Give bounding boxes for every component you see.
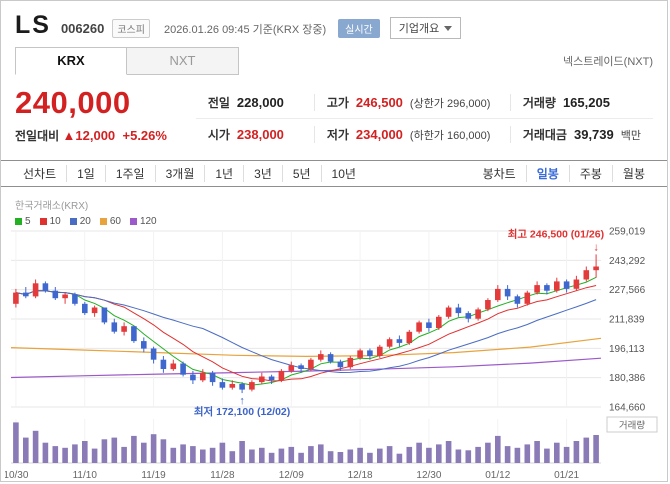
type-monthly[interactable]: 월봉 (611, 165, 655, 182)
ma-60-legend: 60 (99, 216, 121, 227)
period-3years[interactable]: 3년 (243, 165, 282, 182)
ma-120-legend: 120 (129, 216, 157, 227)
trade-value-cell: 거래대금 39,739 백만 (509, 126, 653, 143)
ma120-swatch-icon (129, 218, 137, 225)
quote-datetime: 2026.01.26 09:45 기준(KRX 장중) (163, 23, 327, 36)
volume-cell: 거래량 165,205 (509, 94, 653, 111)
ma-legend: 5 10 20 60 120 (15, 216, 157, 227)
low-price-cell: 저가 234,000 (하한가 160,000) (313, 126, 510, 143)
svg-text:227,566: 227,566 (609, 285, 646, 296)
current-price-block: 240,000 전일대비 ▲12,000 +5.26% (15, 85, 196, 144)
svg-text:12/09: 12/09 (279, 470, 304, 481)
period-1year[interactable]: 1년 (204, 165, 243, 182)
open-price-cell: 시가 238,000 (207, 127, 284, 142)
change-percent: +5.26% (122, 127, 167, 143)
svg-text:180,386: 180,386 (609, 373, 646, 384)
svg-text:11/28: 11/28 (210, 470, 235, 481)
prev-close-cell: 전일 228,000 (207, 95, 284, 110)
chart-area: 한국거래소(KRX) 5 10 20 60 120 259,019 243,292… (5, 195, 663, 481)
ma-20-legend: 20 (69, 216, 91, 227)
period-3months[interactable]: 3개월 (154, 165, 205, 182)
period-5years[interactable]: 5년 (281, 165, 321, 182)
type-weekly[interactable]: 주봉 (568, 165, 612, 182)
svg-text:211,839: 211,839 (609, 315, 645, 326)
chart-period-bar: 선차트 1일 1주일 3개월 1년 3년 5년 10년 봉차트 일봉 주봉 월봉 (1, 160, 667, 187)
tab-krx[interactable]: KRX (15, 47, 127, 75)
high-price-cell: 고가 246,500 (상한가 296,000) (313, 94, 510, 111)
ma60-swatch-icon (99, 218, 107, 225)
svg-text:01/12: 01/12 (485, 470, 510, 481)
svg-text:최저 172,100 (12/02): 최저 172,100 (12/02) (194, 405, 290, 418)
ma20-swatch-icon (69, 218, 77, 225)
svg-text:11/10: 11/10 (73, 470, 98, 481)
header: LS 006260 코스피 2026.01.26 09:45 기준(KRX 장중… (1, 1, 667, 43)
svg-text:거래량: 거래량 (619, 420, 645, 432)
change-label: 전일대비 (15, 128, 60, 143)
svg-text:01/21: 01/21 (554, 470, 579, 481)
period-1week[interactable]: 1주일 (104, 165, 155, 182)
market-badge: 코스피 (112, 18, 150, 38)
svg-text:11/19: 11/19 (141, 470, 166, 481)
realtime-badge: 실시간 (338, 18, 380, 38)
quote-row-1: 전일 228,000 고가 246,500 (상한가 296,000) 거래량 … (196, 87, 653, 118)
caret-down-icon (444, 25, 453, 31)
change-value: ▲12,000 (62, 127, 116, 143)
ma-5-legend: 5 (15, 216, 31, 227)
quote-row-2: 시가 238,000 저가 234,000 (하한가 160,000) 거래대금… (195, 118, 653, 150)
tab-nxt[interactable]: NXT (127, 47, 239, 75)
svg-text:196,113: 196,113 (609, 344, 645, 355)
chart-legend: 한국거래소(KRX) 5 10 20 60 120 (15, 197, 157, 227)
ma5-swatch-icon (15, 218, 22, 225)
svg-text:최고 246,500 (01/26): 최고 246,500 (01/26) (508, 227, 604, 240)
nextrade-link[interactable]: 넥스트레이드(NXT) (562, 56, 653, 68)
chart-type-group: 봉차트 일봉 주봉 월봉 (473, 165, 655, 182)
svg-text:259,019: 259,019 (609, 227, 646, 238)
exchange-label: 한국거래소(KRX) (15, 201, 89, 212)
svg-text:243,292: 243,292 (609, 256, 646, 267)
svg-text:12/18: 12/18 (348, 470, 373, 481)
svg-text:164,660: 164,660 (609, 403, 646, 414)
quote-section: 240,000 전일대비 ▲12,000 +5.26% 전일 228,000 고… (1, 75, 667, 158)
price-change-line: 전일대비 ▲12,000 +5.26% (15, 127, 196, 144)
period-line-chart[interactable]: 선차트 (23, 167, 57, 181)
svg-text:12/30: 12/30 (416, 470, 441, 481)
ma10-swatch-icon (39, 218, 47, 225)
price-volume-chart: 259,019 243,292 227,566 211,839 196,113 180,3… (5, 227, 658, 481)
ma-10-legend: 10 (39, 216, 61, 227)
type-daily[interactable]: 일봉 (525, 165, 569, 182)
up-arrow-icon: ▲ (62, 127, 76, 143)
svg-text:↓: ↓ (593, 241, 599, 253)
svg-text:↑: ↑ (239, 395, 245, 407)
stock-code: 006260 (60, 20, 105, 36)
svg-text:10/30: 10/30 (5, 470, 29, 481)
stock-name: LS (15, 10, 51, 39)
market-tab-bar: KRX NXT 넥스트레이드(NXT) (1, 43, 667, 75)
quote-summary-table: 전일 228,000 고가 246,500 (상한가 296,000) 거래량 … (195, 87, 653, 150)
type-candle-chart[interactable]: 봉차트 (482, 167, 516, 181)
period-10years[interactable]: 10년 (320, 165, 366, 182)
company-overview-button[interactable]: 기업개요 (389, 17, 462, 39)
current-price: 240,000 (15, 85, 131, 120)
period-1day[interactable]: 1일 (66, 165, 105, 182)
